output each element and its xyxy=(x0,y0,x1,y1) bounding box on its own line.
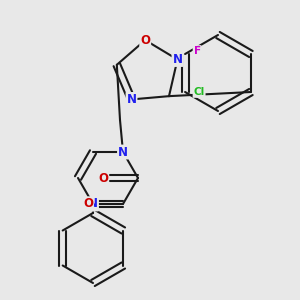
Text: N: N xyxy=(127,93,136,106)
Text: O: O xyxy=(140,34,150,46)
Text: O: O xyxy=(98,172,108,184)
Text: N: N xyxy=(118,146,128,158)
Text: N: N xyxy=(172,53,182,66)
Text: O: O xyxy=(83,197,93,211)
Text: N: N xyxy=(88,197,98,211)
Text: Cl: Cl xyxy=(194,87,205,97)
Text: F: F xyxy=(194,46,201,56)
